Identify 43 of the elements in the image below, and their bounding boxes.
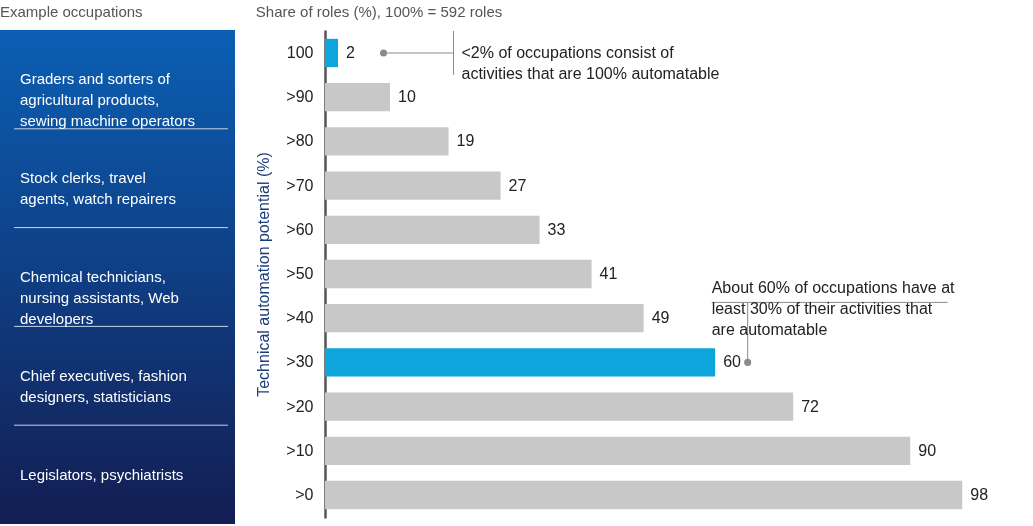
y-tick-label: >40 — [286, 309, 314, 327]
y-tick-label: >30 — [286, 353, 314, 371]
data-label: 10 — [398, 88, 416, 106]
bar — [325, 38, 339, 68]
text: Example occupations — [0, 3, 143, 20]
bar — [325, 127, 449, 156]
annotation: <2% of occupations consist of activities that are 100% automatable — [461, 43, 720, 82]
bar — [325, 392, 794, 421]
y-tick-label: >60 — [286, 220, 314, 238]
data-label: 49 — [651, 309, 670, 327]
data-label: 19 — [456, 132, 475, 150]
text: Chief executives, fashion designers, statisticians — [19, 366, 187, 405]
y-tick-label: 100 — [286, 43, 314, 61]
data-label: 98 — [970, 486, 989, 504]
y-tick-label: >80 — [286, 132, 314, 150]
y-tick-label: >20 — [286, 397, 314, 415]
bar — [325, 171, 501, 200]
y-tick-label: >70 — [286, 176, 314, 194]
annotation: About 60% of occupations have at least 30% of their activities that are automatable — [711, 279, 956, 339]
data-label: 27 — [508, 176, 527, 194]
y-tick-label: >50 — [286, 265, 314, 282]
bar — [325, 436, 911, 465]
bar — [325, 83, 391, 112]
text: Graders and sorters of agricultural products, sewing machine operators — [19, 70, 196, 130]
data-label: 72 — [801, 397, 820, 415]
text: Legislators, psychiatrists — [19, 465, 184, 483]
chart-title: Share of roles (%), 100% = 592 roles — [255, 3, 503, 20]
y-tick-label: >90 — [286, 88, 314, 106]
y-tick-label: >10 — [286, 441, 314, 459]
y-axis-title: Technical automation potential (%) — [255, 152, 273, 397]
bar — [325, 304, 644, 333]
bar — [325, 480, 963, 510]
bar — [325, 348, 716, 377]
bar — [325, 215, 540, 244]
data-label: 60 — [723, 353, 742, 371]
data-label: 90 — [918, 441, 937, 459]
data-label: 41 — [599, 265, 618, 282]
bar — [325, 259, 592, 289]
text: Stock clerks, travel agents, watch repairers — [19, 169, 176, 208]
data-label: 2 — [346, 43, 356, 61]
y-tick-label: >0 — [295, 486, 314, 504]
data-label: 33 — [547, 220, 566, 238]
text: Chemical technicians, nursing assistants, Web developers — [19, 268, 179, 327]
